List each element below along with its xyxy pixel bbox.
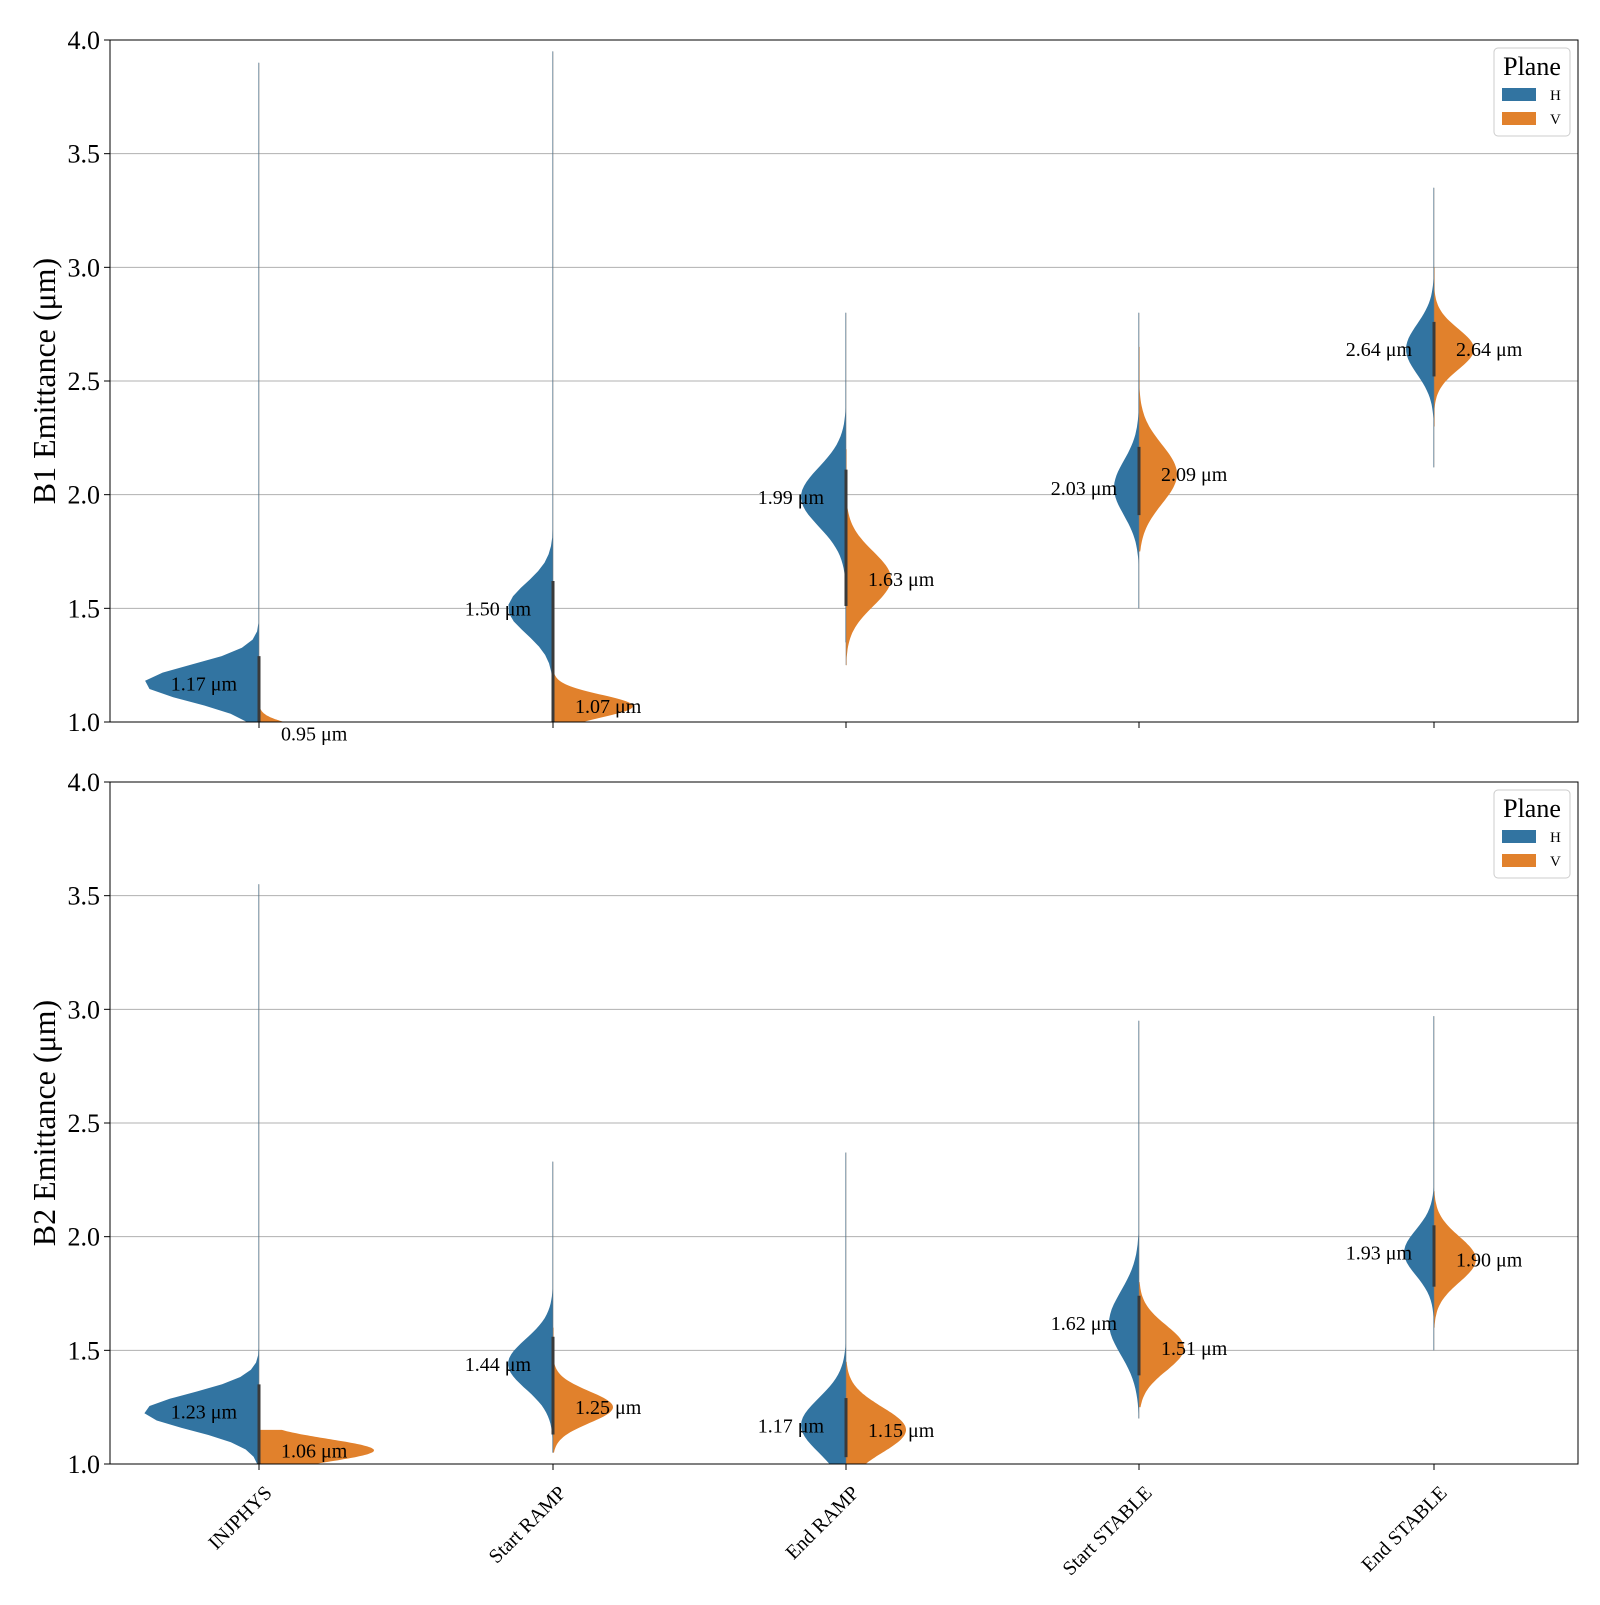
median-label-h: 1.17 μm <box>171 673 238 695</box>
median-label-v: 2.64 μm <box>1456 339 1523 361</box>
legend-label-h: H <box>1550 88 1561 104</box>
legend: Plane HV <box>1493 789 1571 879</box>
legend-label-h: H <box>1550 830 1561 846</box>
y-tick-label: 3.0 <box>68 253 101 282</box>
violins <box>145 51 1474 722</box>
y-tick-label: 1.0 <box>68 708 101 737</box>
median-label-v: 1.90 μm <box>1456 1249 1523 1271</box>
x-category-label: End RAMP <box>782 1482 864 1564</box>
median-label-h: 1.99 μm <box>758 487 825 509</box>
violin-h-end-stable <box>1406 187 1434 468</box>
x-category-label: End STABLE <box>1357 1482 1451 1576</box>
median-label-v: 1.15 μm <box>868 1420 935 1442</box>
axes-frame <box>109 781 1579 1465</box>
y-tick-label: 3.5 <box>68 882 101 911</box>
violin-v-start-stable <box>1139 346 1177 552</box>
y-tick-label: 2.5 <box>68 367 101 396</box>
violin-h-injphys <box>144 884 259 1464</box>
y-tick-label: 3.5 <box>68 140 101 169</box>
median-label-h: 1.23 μm <box>171 1402 238 1424</box>
violin-h-start-stable <box>1109 1020 1139 1419</box>
legend-label-v: V <box>1550 854 1561 870</box>
median-label-v: 1.51 μm <box>1161 1338 1228 1360</box>
median-label-h: 2.03 μm <box>1051 478 1118 500</box>
legend-swatch-v <box>1502 112 1536 125</box>
median-label-v: 1.63 μm <box>868 569 935 591</box>
legend: Plane HV <box>1493 47 1571 137</box>
violin-v-start-stable <box>1139 1282 1184 1408</box>
y-tick-label: 4.0 <box>68 768 101 797</box>
violin-v-injphys <box>259 1429 374 1464</box>
median-label-v: 1.07 μm <box>575 696 642 718</box>
median-label-v: 1.06 μm <box>281 1440 348 1462</box>
panel-b1: 1.0 1.5 2.0 2.5 3.0 3.5 4.0 B1 Emittance (μm) 1.… <box>26 26 1579 745</box>
legend-label-v: V <box>1550 112 1561 128</box>
legend-swatch-h <box>1502 88 1536 101</box>
median-label-h: 1.50 μm <box>465 598 532 620</box>
violin-v-end-ramp <box>846 1361 906 1464</box>
x-category-label: INJPHYS <box>204 1482 276 1554</box>
violin-v-end-stable <box>1434 1191 1476 1328</box>
median-label-h: 2.64 μm <box>1346 339 1413 361</box>
violin-h-start-stable <box>1114 312 1139 609</box>
violins <box>144 884 1476 1464</box>
violin-v-start-ramp <box>553 642 633 722</box>
y-axis-label: B2 Emittance (μm) <box>26 1000 62 1246</box>
y-tick-label: 1.0 <box>68 1450 101 1479</box>
y-tick-label: 2.0 <box>68 481 101 510</box>
x-category-label: Start STABLE <box>1058 1482 1156 1580</box>
violin-h-end-stable <box>1404 1016 1434 1351</box>
violin-v-end-ramp <box>846 449 891 666</box>
violin-h-start-ramp <box>508 1161 553 1453</box>
violin-h-end-ramp <box>801 312 846 643</box>
violin-v-start-ramp <box>553 1327 613 1453</box>
median-label-v: 0.95 μm <box>281 723 348 745</box>
y-tick-label: 1.5 <box>68 594 101 623</box>
legend-swatch-h <box>1502 830 1536 843</box>
y-tick-label: 2.0 <box>68 1223 101 1252</box>
y-tick-label: 2.5 <box>68 1109 101 1138</box>
y-tick-label: 1.5 <box>68 1336 101 1365</box>
violin-v-end-stable <box>1434 267 1474 427</box>
violin-h-start-ramp <box>508 51 553 722</box>
legend-title: Plane <box>1503 794 1561 823</box>
median-label-h: 1.44 μm <box>465 1354 532 1376</box>
axes-frame <box>109 39 1579 723</box>
x-category-label: Start RAMP <box>485 1482 571 1568</box>
median-label-v: 2.09 μm <box>1161 464 1228 486</box>
violin-v-injphys <box>259 699 285 722</box>
median-label-h: 1.93 μm <box>1346 1243 1413 1265</box>
y-axis-label: B1 Emittance (μm) <box>26 258 62 504</box>
y-tick-label: 4.0 <box>68 26 101 55</box>
y-tick-label: 3.0 <box>68 995 101 1024</box>
median-label-v: 1.25 μm <box>575 1397 642 1419</box>
median-label-h: 1.17 μm <box>758 1415 825 1437</box>
panel-b2: 1.0 1.5 2.0 2.5 3.0 3.5 4.0 B2 Emittance (μm) 1.… <box>26 768 1579 1580</box>
violin-h-end-ramp <box>801 1152 846 1464</box>
legend-title: Plane <box>1503 52 1561 81</box>
violin-h-injphys <box>145 62 259 722</box>
legend-swatch-v <box>1502 854 1536 867</box>
median-label-h: 1.62 μm <box>1051 1313 1118 1335</box>
